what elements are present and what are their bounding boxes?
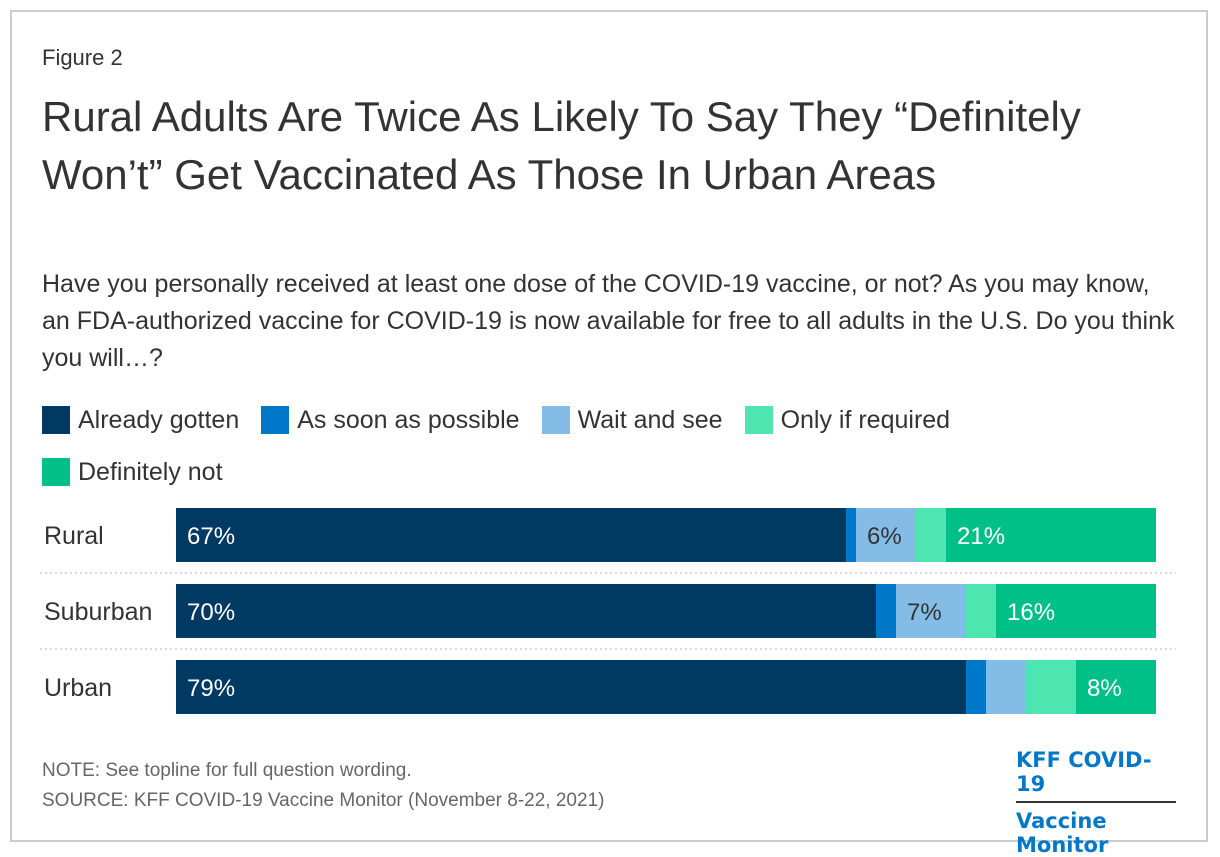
- data-label-rural-definitely-not: 21%: [957, 523, 1005, 550]
- legend-item-definitely-not: Definitely not: [42, 458, 223, 486]
- bar-suburban-already-gotten: [176, 584, 876, 638]
- legend-swatch: [42, 458, 70, 486]
- legend-item-already-gotten: Already gotten: [42, 406, 239, 434]
- bar-rural-definitely-not: [946, 508, 1156, 562]
- bar-rural-already-gotten: [176, 508, 846, 562]
- legend-label: Only if required: [780, 405, 951, 434]
- bar-suburban-wait-and-see: [896, 584, 966, 638]
- bar-rural-wait-and-see: [856, 508, 916, 562]
- data-label-suburban-wait-and-see: 7%: [907, 599, 942, 626]
- legend-label: Wait and see: [577, 405, 723, 434]
- bar-urban-only-if-required: [1026, 660, 1076, 714]
- data-label-rural-already-gotten: 67%: [187, 523, 235, 550]
- legend-swatch: [744, 406, 773, 434]
- legend: Already gotten As soon as possible Wait …: [42, 406, 1182, 486]
- category-label-urban: Urban: [44, 674, 112, 702]
- chart-title: Rural Adults Are Twice As Likely To Say …: [42, 93, 1081, 198]
- data-label-suburban-already-gotten: 70%: [187, 599, 235, 626]
- figure-label: Figure 2: [42, 45, 123, 70]
- category-label-suburban: Suburban: [44, 598, 152, 626]
- bar-suburban-only-if-required: [966, 584, 996, 638]
- kff-brand-logo: KFF COVID-19 Vaccine Monitor: [1016, 748, 1176, 857]
- legend-swatch: [42, 406, 70, 434]
- legend-item-only-if-required: Only if required: [744, 405, 951, 434]
- chart-source: SOURCE: KFF COVID-19 Vaccine Monitor (No…: [42, 790, 605, 811]
- bar-rural-only-if-required: [916, 508, 946, 562]
- data-label-suburban-definitely-not: 16%: [1007, 599, 1055, 626]
- bar-urban-wait-and-see: [986, 660, 1026, 714]
- bar-suburban-as-soon-as-possible: [876, 584, 896, 638]
- chart-note: NOTE: See topline for full question word…: [42, 760, 412, 781]
- bar-urban-definitely-not: [1076, 660, 1156, 714]
- data-label-rural-wait-and-see: 6%: [867, 523, 902, 550]
- bar-urban-as-soon-as-possible: [966, 660, 986, 714]
- data-label-urban-definitely-not: 8%: [1087, 675, 1122, 702]
- brand-line-2: Vaccine Monitor: [1016, 809, 1109, 857]
- legend-item-wait-and-see: Wait and see: [541, 405, 723, 434]
- bar-suburban-definitely-not: [996, 584, 1156, 638]
- brand-line-1: KFF COVID-19: [1016, 748, 1176, 803]
- legend-label: Already gotten: [78, 405, 240, 434]
- data-label-urban-already-gotten: 79%: [187, 675, 235, 702]
- bar-urban-already-gotten: [176, 660, 966, 714]
- bar-rural-as-soon-as-possible: [846, 508, 856, 562]
- legend-swatch: [261, 406, 290, 434]
- legend-swatch: [541, 406, 570, 434]
- legend-label: Definitely not: [78, 457, 223, 486]
- chart-subtitle: Have you personally received at least on…: [42, 270, 1175, 372]
- legend-label: As soon as possible: [297, 405, 520, 434]
- legend-item-as-soon-as-possible: As soon as possible: [261, 405, 520, 434]
- category-label-rural: Rural: [44, 522, 104, 550]
